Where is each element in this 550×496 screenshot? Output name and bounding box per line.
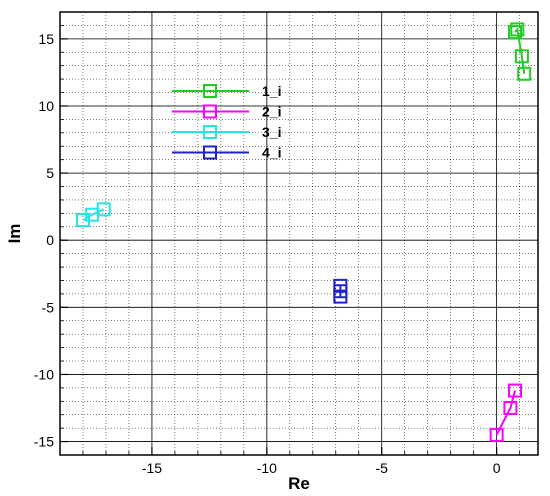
legend-entry: 1_i — [172, 83, 281, 99]
y-tick-label: -10 — [34, 366, 54, 382]
data-point-marker — [508, 383, 523, 398]
data-point-marker — [510, 22, 525, 37]
series-3_i — [75, 202, 111, 228]
y-tick-label: 15 — [38, 31, 54, 47]
series-1_i — [508, 22, 532, 81]
minor-grid — [59, 11, 538, 456]
data-point-marker — [96, 202, 111, 217]
legend-entry: 4_i — [172, 145, 281, 161]
y-tick-label: -15 — [34, 434, 54, 450]
legend-entry: 2_i — [172, 104, 281, 120]
y-tick-label: -5 — [42, 299, 55, 315]
legend-marker — [203, 104, 217, 119]
data-point-marker — [514, 49, 529, 64]
legend-marker — [203, 125, 217, 139]
x-tick-label: -15 — [142, 460, 162, 476]
series-4_i — [333, 278, 348, 304]
legend-label: 1_i — [262, 83, 281, 99]
legend-label: 3_i — [262, 124, 281, 140]
legend: 1_i 2_i 3_i 4_i — [172, 83, 281, 161]
data-point-marker — [508, 25, 523, 40]
x-tick-label: -5 — [376, 460, 389, 476]
x-tick-label: -10 — [257, 460, 277, 476]
major-grid — [60, 12, 538, 455]
data-point-marker — [489, 427, 504, 442]
series-line — [514, 27, 526, 74]
legend-entry: 3_i — [172, 124, 281, 140]
data-point-marker — [503, 401, 518, 416]
plot-frame — [59, 11, 539, 456]
data-point-marker — [333, 278, 348, 293]
y-tick-label: 10 — [38, 98, 54, 114]
series-2_i — [489, 383, 523, 442]
legend-label: 2_i — [262, 104, 281, 120]
ticks-layer: -15 -10 -5 0 -15 -10 -5 0 5 10 15 — [34, 11, 521, 476]
series-layer — [75, 22, 532, 442]
x-axis-title: Re — [288, 474, 310, 493]
y-tick-label: 5 — [46, 165, 54, 181]
legend-marker — [203, 84, 217, 98]
y-axis-title: Im — [5, 224, 24, 244]
x-tick-label: 0 — [493, 460, 501, 476]
legend-label: 4_i — [262, 145, 281, 161]
y-tick-label: 0 — [46, 232, 54, 248]
legend-marker — [203, 145, 217, 160]
data-point-marker — [517, 66, 532, 81]
